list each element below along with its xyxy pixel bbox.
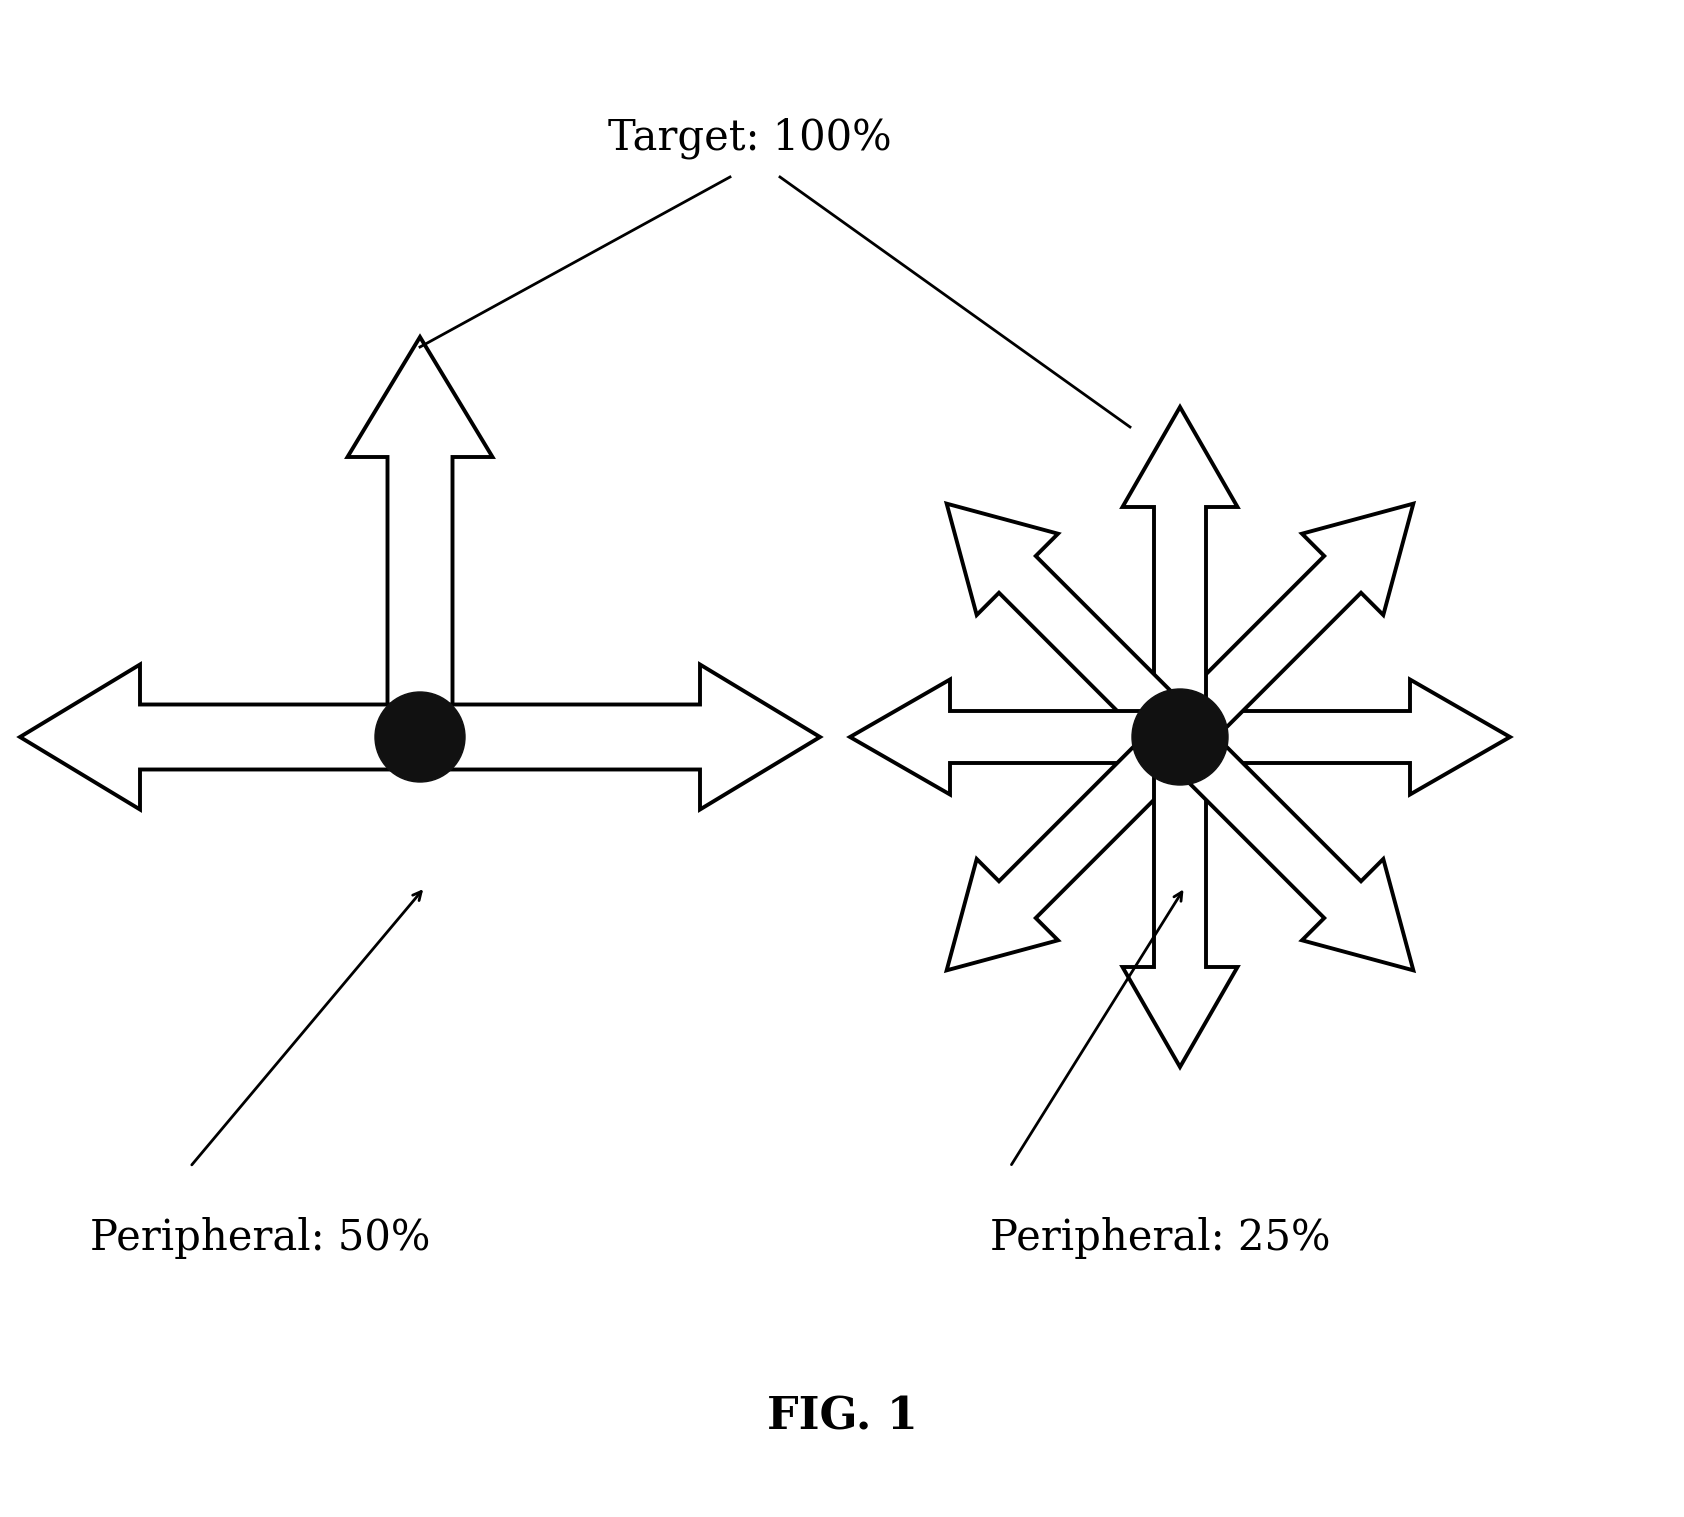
Circle shape <box>376 692 465 781</box>
Polygon shape <box>946 504 1199 755</box>
Polygon shape <box>347 337 492 737</box>
Polygon shape <box>1180 680 1511 795</box>
Polygon shape <box>1162 504 1413 755</box>
Polygon shape <box>946 719 1199 971</box>
Text: Peripheral: 50%: Peripheral: 50% <box>89 1217 431 1259</box>
Circle shape <box>1132 689 1228 784</box>
Polygon shape <box>419 664 820 810</box>
Text: Target: 100%: Target: 100% <box>608 117 893 159</box>
Polygon shape <box>850 680 1180 795</box>
Polygon shape <box>20 664 419 810</box>
Text: Peripheral: 25%: Peripheral: 25% <box>990 1217 1330 1259</box>
Text: FIG. 1: FIG. 1 <box>766 1396 918 1438</box>
Polygon shape <box>1162 719 1413 971</box>
Polygon shape <box>1123 407 1238 737</box>
Polygon shape <box>1123 737 1238 1066</box>
